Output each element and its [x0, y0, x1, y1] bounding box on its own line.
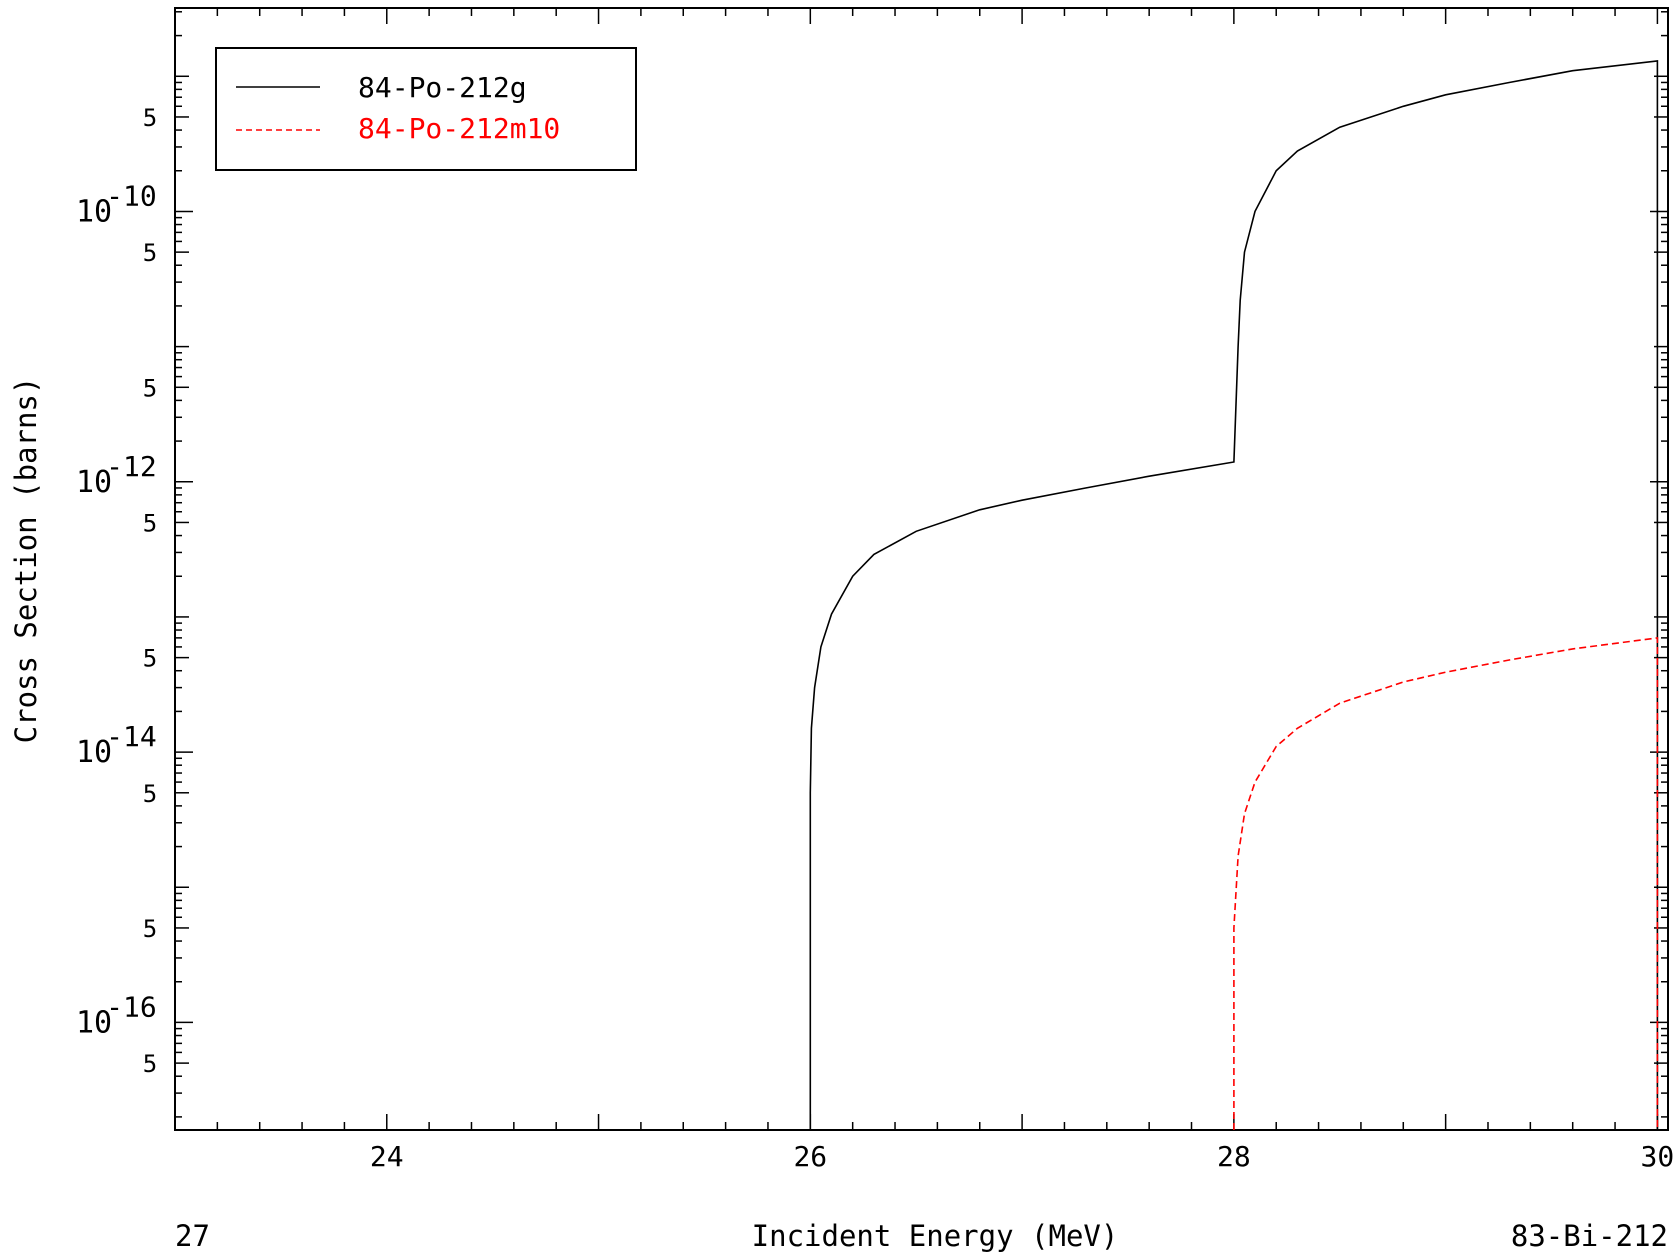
y-decade-label: 10-10: [76, 179, 157, 229]
series-line-0: [809, 60, 1659, 1130]
y-five-label: 5: [143, 645, 157, 673]
y-decade-label: 10-14: [76, 720, 157, 770]
y-decade-base: 10: [76, 735, 112, 770]
y-decade-base: 10: [76, 465, 112, 500]
y-five-label: 5: [143, 239, 157, 267]
legend-box: [215, 47, 637, 171]
footer-right: 83-Bi-212: [1511, 1219, 1668, 1253]
plot-frame: [174, 7, 1669, 1131]
legend: 84-Po-212g 84-Po-212m10: [215, 47, 637, 171]
x-axis-label: Incident Energy (MeV): [752, 1219, 1119, 1253]
series-layer: [809, 60, 1659, 1130]
footer-left: 27: [175, 1219, 210, 1253]
y-five-label: 5: [143, 509, 157, 537]
y-decade-exponent: -16: [106, 990, 157, 1023]
x-tick-label: 30: [1641, 1140, 1673, 1173]
y-five-label: 5: [143, 915, 157, 943]
x-tick-label: 26: [793, 1140, 827, 1173]
legend-label-0: 84-Po-212g: [358, 71, 527, 104]
series-line-1: [1233, 636, 1659, 1130]
y-decade-base: 10: [76, 1005, 112, 1040]
y-five-label: 5: [143, 104, 157, 132]
y-axis-label: Cross Section (barns): [9, 377, 43, 744]
x-tick-label: 28: [1217, 1140, 1251, 1173]
y-five-label: 5: [143, 780, 157, 808]
legend-label-1: 84-Po-212m10: [358, 112, 560, 145]
axis-ticks: [174, 8, 1668, 1130]
y-decade-label: 10-16: [76, 990, 157, 1040]
y-decade-exponent: -14: [106, 720, 157, 753]
y-five-label: 5: [143, 1050, 157, 1078]
y-decade-base: 10: [76, 194, 112, 229]
x-tick-label: 24: [370, 1140, 404, 1173]
y-decade-exponent: -12: [106, 450, 157, 483]
y-decade-label: 10-12: [76, 450, 157, 500]
y-decade-exponent: -10: [106, 179, 157, 212]
y-five-label: 5: [143, 374, 157, 402]
